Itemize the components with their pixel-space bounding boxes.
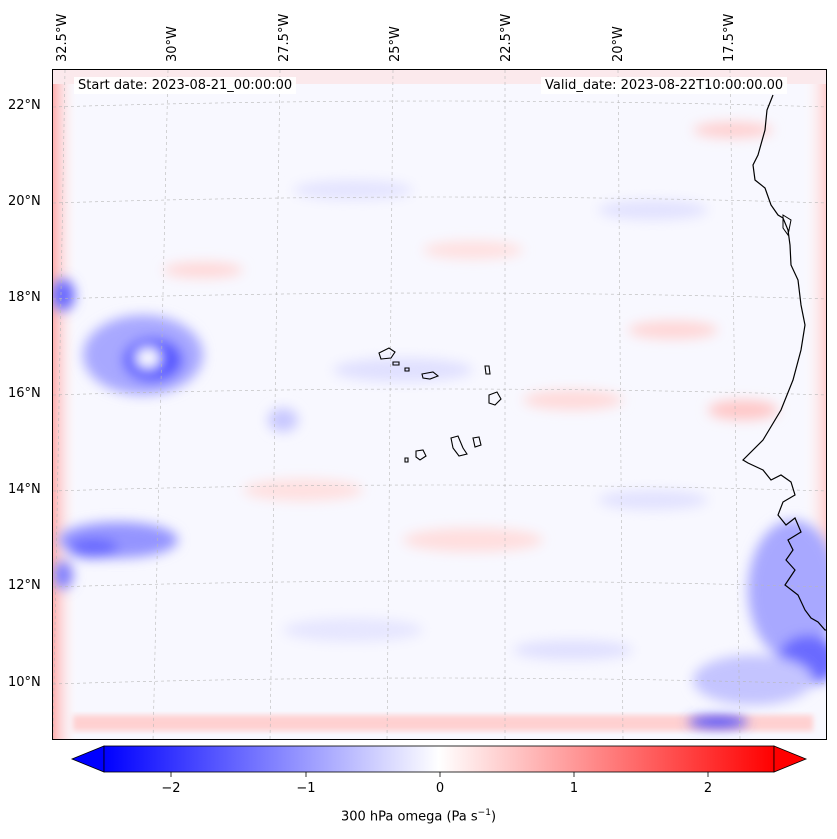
african-coastline	[742, 94, 826, 631]
east-boundary-band	[802, 70, 826, 570]
island-sao-nicolau	[421, 371, 440, 380]
lat-label-18n: 18°N	[8, 290, 41, 305]
west-boundary-band	[53, 70, 79, 739]
lon-label-32-5w: 32.5°W	[55, 13, 70, 62]
lat-label-22n: 22°N	[8, 98, 41, 113]
island-maio	[472, 436, 482, 448]
south-boundary-band	[73, 715, 813, 731]
coast-inlet	[782, 214, 792, 237]
map-plot-area	[52, 69, 827, 740]
cape-verde-islands	[378, 347, 502, 463]
lon-label-27-5w: 27.5°W	[277, 13, 292, 62]
colorbar-tick-0: 0	[435, 781, 445, 796]
colorbar	[70, 745, 808, 777]
colorbar-max-extend	[773, 745, 808, 773]
weak-field-patches	[163, 122, 778, 660]
island-santiago	[450, 435, 468, 457]
start-date-label: Start date: 2023-08-21_00:00:00	[74, 77, 297, 94]
colorbar-label-exponent: −1	[477, 808, 491, 818]
colorbar-tick-1: 1	[569, 781, 579, 796]
lon-label-22-5w: 22.5°W	[499, 13, 514, 62]
colorbar-gradient	[103, 745, 775, 773]
colorbar-label-text: 300 hPa omega (Pa s	[340, 809, 478, 825]
island-brava	[404, 457, 409, 463]
strong-ascent-regions	[53, 279, 826, 728]
graticule	[53, 70, 826, 739]
colorbar-tick-neg1: −1	[296, 781, 316, 796]
omega-field	[53, 70, 826, 739]
lat-label-14n: 14°N	[8, 482, 41, 497]
lon-label-25w: 25°W	[388, 26, 403, 62]
island-santa-luzia	[404, 367, 410, 372]
island-boa-vista	[488, 391, 502, 406]
colorbar-min-extend	[70, 745, 105, 773]
lon-label-30w: 30°W	[165, 26, 180, 62]
colorbar-label: 300 hPa omega (Pa s−1)	[0, 808, 837, 824]
colorbar-tick-2: 2	[703, 781, 713, 796]
colorbar-tick-marks	[170, 772, 709, 777]
island-fogo	[415, 449, 427, 461]
lon-label-17-5w: 17.5°W	[722, 13, 737, 62]
island-sal	[484, 365, 491, 375]
lat-label-20n: 20°N	[8, 194, 41, 209]
colorbar-tick-neg2: −2	[161, 781, 181, 796]
lat-label-10n: 10°N	[8, 675, 41, 690]
island-sao-vicente	[392, 361, 400, 366]
lat-label-12n: 12°N	[8, 578, 41, 593]
island-santo-antao	[378, 347, 396, 360]
valid-date-label: Valid_date: 2023-08-22T10:00:00.00	[541, 77, 788, 94]
lat-label-16n: 16°N	[8, 386, 41, 401]
lon-label-20w: 20°W	[611, 26, 626, 62]
colorbar-label-close: )	[490, 809, 497, 825]
